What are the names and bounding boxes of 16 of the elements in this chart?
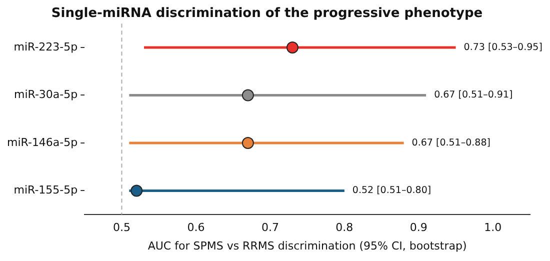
annotation: 0.67 [0.51–0.88] xyxy=(412,137,490,148)
y-tick-label: miR-30a-5p xyxy=(14,88,78,102)
x-tick-label: 0.5 xyxy=(112,221,130,234)
annotation: 0.73 [0.53–0.95] xyxy=(464,42,542,53)
y-tick-label: miR-155-5p xyxy=(14,184,78,197)
x-axis-title: AUC for SPMS vs RRMS discrimination (95% CI, bootstrap) xyxy=(148,239,467,252)
x-tick-label: 0.6 xyxy=(187,221,205,234)
chart-title: Single-miRNA discrimination of the progressive phenotype xyxy=(51,6,483,22)
x-tick-label: 0.8 xyxy=(336,221,354,234)
annotation: 0.52 [0.51–0.80] xyxy=(352,185,432,196)
annotation: 0.67 [0.51–0.91] xyxy=(434,90,513,101)
y-tick-label: miR-146a-5p xyxy=(7,136,78,149)
x-tick-label: 0.9 xyxy=(410,221,428,234)
x-tick-label: 0.7 xyxy=(261,221,279,234)
y-tick-label: miR-223-5p xyxy=(14,40,78,54)
x-tick-label: 1.0 xyxy=(484,221,502,234)
